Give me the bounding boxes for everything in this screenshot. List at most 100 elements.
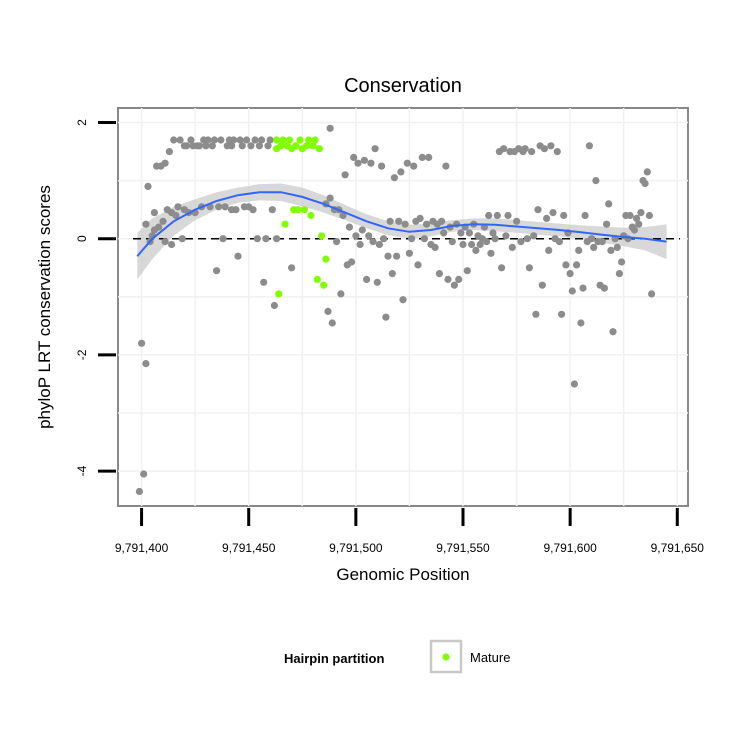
other-point (468, 240, 476, 249)
other-point (463, 267, 471, 275)
other-point (585, 142, 594, 150)
other-point (397, 168, 405, 176)
x-tick-label: 9,791,450 (222, 541, 276, 555)
x-axis-title: Genomic Position (336, 565, 469, 584)
other-point (457, 229, 465, 237)
other-point (356, 240, 364, 249)
x-tick-label: 9,791,650 (651, 541, 705, 555)
other-point (161, 238, 169, 246)
other-point (607, 246, 615, 254)
legend-label-mature: Mature (470, 650, 510, 665)
other-point (249, 206, 257, 214)
other-point (423, 220, 431, 228)
other-point (390, 174, 398, 182)
other-point (637, 209, 645, 217)
other-point (326, 194, 334, 202)
y-axis-title: phyloP LRT conservation scores (35, 185, 54, 429)
y-tick-label: -2 (75, 349, 89, 360)
other-point (440, 229, 448, 237)
other-point (555, 238, 564, 246)
other-point (540, 145, 549, 153)
other-point (140, 470, 148, 478)
other-point (228, 142, 236, 150)
x-tick-label: 9,791,400 (115, 541, 169, 555)
other-point (178, 235, 186, 243)
other-point (255, 142, 263, 150)
other-point (605, 200, 613, 208)
mature-point (309, 142, 317, 150)
other-point (442, 162, 450, 170)
other-point (395, 217, 403, 225)
other-point (230, 136, 238, 144)
y-axis: 2 0 -2 -4 (75, 119, 116, 476)
other-point (183, 142, 191, 150)
mature-point (318, 232, 326, 240)
data-points (135, 124, 656, 496)
other-point (618, 258, 626, 266)
other-point (633, 214, 641, 222)
y-tick-label: -4 (75, 465, 89, 476)
other-point (648, 290, 656, 298)
other-point (630, 226, 639, 234)
other-point (270, 301, 278, 310)
y-tick-label: 0 (75, 235, 89, 242)
other-point (543, 214, 551, 222)
other-point (570, 380, 579, 388)
other-point (273, 235, 281, 243)
other-point (502, 232, 510, 240)
other-point (324, 307, 332, 315)
other-point (384, 252, 392, 260)
other-point (352, 232, 360, 240)
other-point (378, 162, 386, 170)
other-point (348, 258, 356, 266)
y-tick-label: 2 (75, 119, 89, 126)
other-point (577, 319, 585, 327)
other-point (525, 264, 534, 272)
other-point (168, 240, 176, 249)
other-point (358, 226, 366, 234)
other-point (138, 339, 146, 347)
mature-point (296, 136, 304, 144)
other-point (521, 145, 529, 153)
other-point (251, 136, 259, 144)
other-point (588, 235, 596, 243)
other-point (645, 211, 654, 220)
other-point (375, 240, 383, 249)
mature-point (294, 206, 302, 214)
grid-lines (118, 108, 688, 506)
other-point (155, 223, 163, 231)
other-point (215, 203, 223, 211)
other-point (238, 142, 246, 150)
legend-key-mature-marker (442, 653, 450, 661)
other-point (603, 220, 611, 228)
other-point (459, 240, 467, 249)
other-point (260, 278, 268, 286)
other-point (568, 287, 576, 295)
other-point (438, 217, 446, 225)
other-point (262, 235, 270, 243)
mature-point (273, 136, 281, 144)
other-point (187, 136, 195, 144)
other-point (380, 235, 388, 243)
other-point (431, 243, 439, 251)
other-point (448, 238, 456, 246)
other-point (142, 360, 150, 368)
other-point (547, 142, 555, 150)
other-point (386, 217, 394, 225)
other-point (258, 136, 266, 144)
other-point (339, 211, 347, 220)
other-point (483, 238, 491, 246)
other-point (534, 206, 542, 214)
other-point (403, 159, 411, 167)
other-point (420, 235, 428, 243)
chart-title: Conservation (344, 75, 462, 97)
other-point (369, 238, 377, 246)
other-point (513, 217, 521, 225)
mature-point (279, 136, 287, 144)
other-point (208, 142, 216, 150)
other-point (414, 261, 422, 269)
other-point (382, 313, 390, 321)
other-point (217, 136, 225, 144)
other-point (549, 209, 557, 217)
